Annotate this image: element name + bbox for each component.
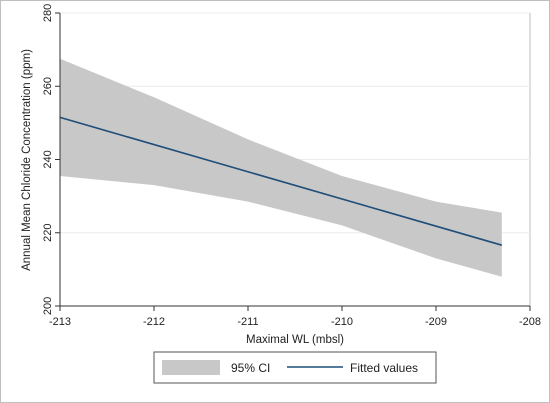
legend-label-fitted: Fitted values (350, 361, 418, 375)
ci-band (60, 58, 502, 277)
x-tick-label: -211 (237, 316, 258, 328)
legend: 95% CI Fitted values (153, 351, 437, 384)
axes: 200 220 240 260 280 -213 -212 -211 -210 -209 -208 (42, 4, 541, 328)
ci-band-layer (60, 58, 502, 277)
fitted-line-layer (59, 116, 503, 246)
y-tick-label: 200 (42, 297, 54, 315)
y-tick-label: 220 (42, 224, 54, 242)
legend-swatch-ci (162, 360, 220, 375)
x-tick-label: -212 (143, 316, 165, 328)
y-tick-label: 260 (42, 77, 54, 95)
fitted-line (59, 116, 503, 246)
x-tick-label: -210 (331, 316, 353, 328)
y-axis-title: Annual Mean Chloride Concentration (ppm) (21, 49, 33, 271)
x-tick-label: -209 (425, 316, 447, 328)
x-tick-label: -208 (519, 316, 541, 328)
x-axis-title: Maximal WL (mbsl) (246, 334, 344, 346)
legend-label-ci: 95% CI (231, 361, 270, 375)
y-tick-label: 240 (42, 150, 54, 168)
y-tick-label: 280 (42, 4, 54, 22)
x-tick-label: -213 (49, 316, 71, 328)
